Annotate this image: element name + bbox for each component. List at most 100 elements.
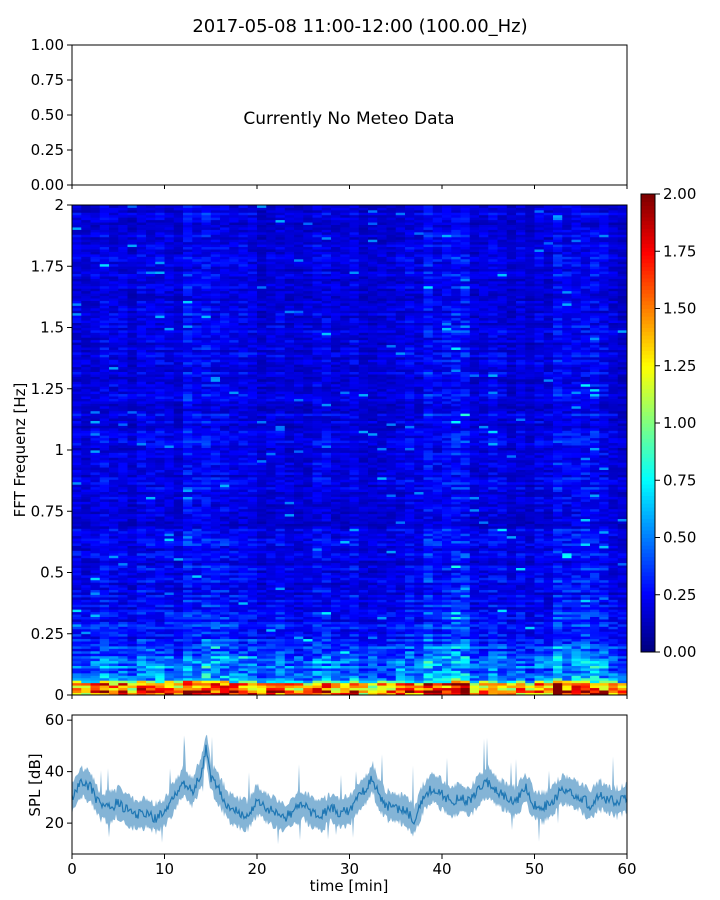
spectrogram-cell — [571, 533, 582, 537]
spectrogram-cell — [395, 692, 406, 696]
spectrogram-cell — [599, 660, 609, 664]
spectrogram-cell — [229, 692, 239, 696]
spectrogram-cell — [590, 670, 600, 674]
spectrogram-cell — [229, 623, 239, 627]
spectrogram-cell — [553, 672, 563, 676]
spectrogram-cell — [294, 604, 304, 608]
spectrogram-cell — [479, 579, 489, 583]
spectrogram-cell — [414, 506, 424, 510]
spectrogram-cell — [386, 577, 397, 581]
spectrogram-cell — [72, 584, 82, 588]
spectrogram-cell — [340, 636, 350, 640]
spectrogram-cell — [442, 562, 452, 566]
spectrogram-cell — [377, 626, 387, 630]
spectrogram-cell — [479, 665, 489, 669]
spectrogram-cell — [257, 521, 267, 524]
spectrogram-cell — [321, 491, 332, 495]
spectrogram-cell — [525, 616, 535, 620]
spectrogram-cell — [479, 606, 489, 610]
spectrogram-cell — [81, 636, 91, 640]
spectrogram-cell — [405, 560, 415, 564]
spectrogram-cell — [127, 660, 138, 664]
spectrogram-cell — [173, 692, 184, 696]
spectrogram-cell — [580, 619, 591, 622]
spectrogram-cell — [284, 641, 295, 644]
spectrogram-cell — [525, 609, 535, 613]
spectrogram-cell — [312, 535, 323, 539]
spectrogram-cell — [284, 680, 295, 684]
spectrogram-cell — [340, 562, 350, 566]
spectrogram-cell — [405, 594, 415, 598]
spectrogram-cell — [331, 543, 341, 546]
spectrogram-cell — [229, 641, 239, 644]
spectrogram-cell — [617, 503, 628, 507]
spectrogram-cell — [562, 692, 572, 696]
spectrogram-cell — [118, 638, 128, 642]
spectrogram-cell — [220, 528, 230, 532]
spectrogram-cell — [488, 533, 498, 537]
spectrogram-cell — [506, 548, 517, 551]
spectrogram-cell — [164, 601, 175, 605]
spectrogram-cell — [90, 528, 101, 532]
spectrogram-cell — [442, 491, 452, 495]
spectrogram-cell — [72, 543, 82, 546]
spectrogram-cell — [284, 606, 295, 610]
spectrogram-cell — [405, 611, 415, 615]
spectrogram-cell — [99, 574, 110, 578]
spectrogram-cell — [192, 650, 202, 654]
spectrogram-cell — [534, 494, 545, 497]
spectrogram-cell — [368, 533, 378, 537]
spectrogram-cell — [599, 628, 609, 632]
spectrogram-cell — [99, 631, 110, 635]
spectrogram-cell — [247, 577, 258, 581]
spectrogram-cell — [590, 619, 600, 622]
spectrogram-cell — [257, 543, 267, 546]
spectrogram-cell — [312, 540, 323, 544]
spectrogram-cell — [321, 646, 332, 649]
spectrogram-cell — [562, 628, 572, 632]
spectrogram-cell — [238, 572, 249, 576]
spectrogram-cell — [90, 653, 101, 657]
spectrogram-cell — [192, 562, 202, 566]
spectrogram-cell — [525, 494, 535, 497]
spectrogram-cell — [136, 513, 147, 517]
spectrogram-cell — [534, 577, 545, 581]
spectrogram-cell — [543, 601, 554, 605]
spectrogram-cell — [479, 670, 489, 674]
spectrogram-cell — [553, 525, 563, 529]
spectrogram-cell — [590, 579, 600, 583]
spectrogram-cell — [118, 650, 128, 654]
spectrogram-cell — [136, 675, 147, 679]
spectrogram-cell — [469, 548, 480, 551]
spectrogram-cell — [571, 619, 582, 622]
spectrogram-cell — [395, 518, 406, 522]
spectrogram-cell — [146, 572, 156, 576]
spectrogram-cell — [543, 675, 554, 679]
spectrogram-cell — [247, 677, 258, 681]
spectrogram-cell — [377, 540, 387, 544]
spectrogram-cell — [72, 503, 82, 507]
spectrogram-cell — [146, 557, 156, 561]
spectrogram-cell — [183, 650, 193, 654]
spectrogram-cell — [590, 623, 600, 627]
spectrogram-cell — [506, 589, 517, 593]
spectrogram-cell — [377, 619, 387, 622]
spectrogram-cell — [118, 668, 128, 671]
spectrogram-cell — [460, 677, 471, 681]
spectrogram-cell — [599, 516, 609, 519]
spectrogram-cell — [460, 599, 471, 603]
spectrogram-cell — [358, 533, 369, 537]
spectrogram-cell — [562, 677, 572, 681]
spectrogram-cell — [395, 655, 406, 659]
spectrogram-cell — [386, 587, 397, 591]
spectrogram-cell — [377, 530, 387, 534]
spectrogram-cell — [423, 628, 434, 632]
spectrogram-cell — [599, 606, 609, 610]
spectrogram-cell — [201, 611, 212, 615]
spectrogram-cell — [136, 663, 147, 666]
spectrogram-cell — [340, 616, 350, 620]
spectrogram-cell — [136, 606, 147, 610]
spectrogram-cell — [349, 543, 360, 546]
spectrogram-cell — [599, 641, 609, 644]
spectrogram-cell — [358, 587, 369, 591]
